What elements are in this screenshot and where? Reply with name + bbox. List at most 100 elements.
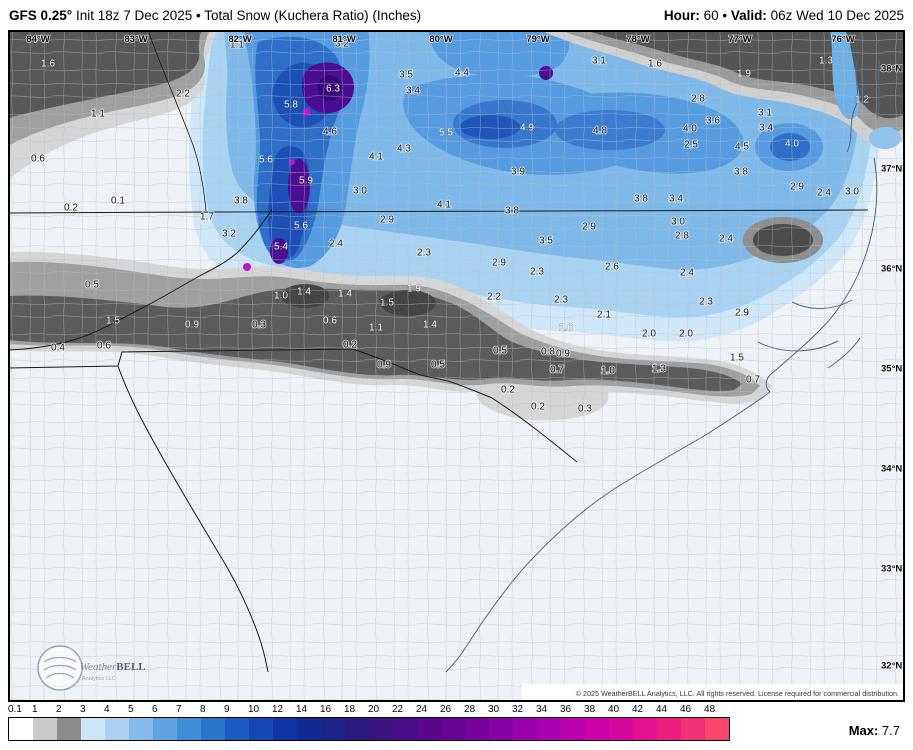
map-frame: [8, 30, 905, 702]
map-value-label: 4.9: [520, 123, 534, 134]
copyright: © 2025 WeatherBELL Analytics, LLC. All r…: [522, 684, 904, 701]
colorbar-segment: [537, 718, 561, 740]
map-value-label: 1.5: [106, 316, 120, 327]
map-value-label: 2.3: [699, 297, 713, 308]
map-value-label: 2.9: [735, 308, 749, 319]
longitude-label: 76°W: [831, 34, 854, 45]
colorbar-segment: [33, 718, 57, 740]
map-value-label: 3.0: [671, 217, 685, 228]
map-value-label: 0.9: [556, 349, 570, 360]
colorbar-tick: 26: [440, 704, 452, 715]
map-value-label: 0.5: [493, 346, 507, 357]
map-value-label: 2.8: [675, 231, 689, 242]
map-value-label: 2.9: [582, 222, 596, 233]
colorbar-segment: [609, 718, 633, 740]
max-value: Max: 7.7: [849, 723, 900, 738]
colorbar-segment: [297, 718, 321, 740]
map-value-label: 0.6: [97, 341, 111, 352]
map-value-label: 4.0: [683, 124, 697, 135]
map-value-label: 1.6: [41, 59, 55, 70]
map-value-label: 0.7: [550, 365, 564, 376]
map-value-label: 0.5: [431, 360, 445, 371]
map-value-label: 2.4: [329, 239, 343, 250]
map-value-label: 1.6: [559, 323, 573, 334]
longitude-label: 83°W: [124, 34, 147, 45]
colorbar-tick: 16: [320, 704, 332, 715]
colorbar-tick: 34: [536, 704, 548, 715]
colorbar-tick: 12: [272, 704, 284, 715]
map-value-label: 4.5: [735, 142, 749, 153]
colorbar-segment: [321, 718, 345, 740]
hour-value: 60: [699, 7, 723, 23]
map-value-label: 3.5: [399, 70, 413, 81]
map-value-label: 1.9: [407, 284, 421, 295]
map-value-label: 5.6: [294, 221, 308, 232]
map-value-label: 2.2: [487, 292, 501, 303]
colorbar-segment: [417, 718, 441, 740]
map-value-label: 5.5: [439, 128, 453, 139]
colorbar-segment: [273, 718, 297, 740]
map-value-label: 1.1: [230, 40, 244, 51]
colorbar-tick: 4: [104, 704, 110, 715]
longitude-label: 77°W: [728, 34, 751, 45]
latitude-label: 36°N: [881, 264, 902, 275]
map-value-label: 0.6: [31, 154, 45, 165]
colorbar-segment: [681, 718, 705, 740]
map-value-label: 3.0: [845, 187, 859, 198]
map-value-label: 3.8: [734, 167, 748, 178]
county-lines: [8, 30, 905, 702]
map-value-label: 2.0: [679, 329, 693, 340]
colorbar-segment: [465, 718, 489, 740]
map-value-label: 0.1: [111, 196, 125, 207]
map-value-label: 1.2: [855, 95, 869, 106]
product-title: GFS 0.25° Init 18z 7 Dec 2025 • Total Sn…: [9, 8, 421, 23]
map-value-label: 2.4: [719, 234, 733, 245]
map-value-label: 3.8: [505, 206, 519, 217]
map-value-label: 0.8: [541, 347, 555, 358]
colorbar-tick: 30: [488, 704, 500, 715]
map-value-label: 1.7: [200, 212, 214, 223]
colorbar-segment: [249, 718, 273, 740]
logo-text: WeatherBELL: [80, 661, 146, 673]
colorbar-tick: 14: [296, 704, 308, 715]
colorbar-segment: [9, 718, 33, 740]
colorbar-segment: [153, 718, 177, 740]
map-value-label: 1.0: [601, 366, 615, 377]
map-value-label: 3.1: [592, 56, 606, 67]
map-value-label: 3.5: [539, 236, 553, 247]
max-number: 7.7: [878, 723, 900, 738]
map-value-label: 5.4: [274, 242, 288, 253]
colorbar-segment: [369, 718, 393, 740]
colorbar-segment: [393, 718, 417, 740]
map-value-label: 1.1: [91, 109, 105, 120]
map-value-label: 2.3: [554, 295, 568, 306]
map-value-label: 5.6: [259, 155, 273, 166]
snowfall-map: 1.1 3.2 2.2 6.3 5.8 3.5 3.4 4.4 1.6 1.1 3.1 1.6 1.9 1…: [8, 30, 905, 702]
colorbar-tick: 18: [344, 704, 356, 715]
colorbar-tick: 2: [56, 704, 62, 715]
map-value-label: 0.9: [377, 360, 391, 371]
map-value-label: 0.2: [343, 340, 357, 351]
map-value-label: 2.9: [380, 215, 394, 226]
colorbar-tick: 42: [632, 704, 644, 715]
colorbar-tick: 7: [176, 704, 182, 715]
colorbar-tick: 46: [680, 704, 692, 715]
colorbar-tick: 1: [32, 704, 38, 715]
snow-value-labels: 1.1 3.2 2.2 6.3 5.8 3.5 3.4 4.4 1.6 1.1 3.1 1.6 1.9 1…: [30, 38, 870, 416]
colorbar-segment: [81, 718, 105, 740]
map-value-label: 1.1: [369, 323, 383, 334]
map-value-label: 1.9: [737, 69, 751, 80]
copyright-text: © 2025 WeatherBELL Analytics, LLC. All r…: [576, 689, 899, 698]
map-value-label: 3.9: [511, 167, 525, 178]
colorbar-segment: [345, 718, 369, 740]
colorbar-tick: 3: [80, 704, 86, 715]
colorbar-tick: 24: [416, 704, 428, 715]
map-value-label: 0.3: [578, 404, 592, 415]
map-value-label: 2.9: [790, 182, 804, 193]
map-value-label: 3.4: [406, 86, 420, 97]
map-value-label: 4.1: [369, 152, 383, 163]
colorbar-tick: 10: [248, 704, 260, 715]
colorbar-tick: 20: [368, 704, 380, 715]
latitude-labels: 38°N 37°N 36°N 35°N 34°N 33°N 32°N: [880, 63, 903, 673]
longitude-label: 79°W: [526, 34, 549, 45]
